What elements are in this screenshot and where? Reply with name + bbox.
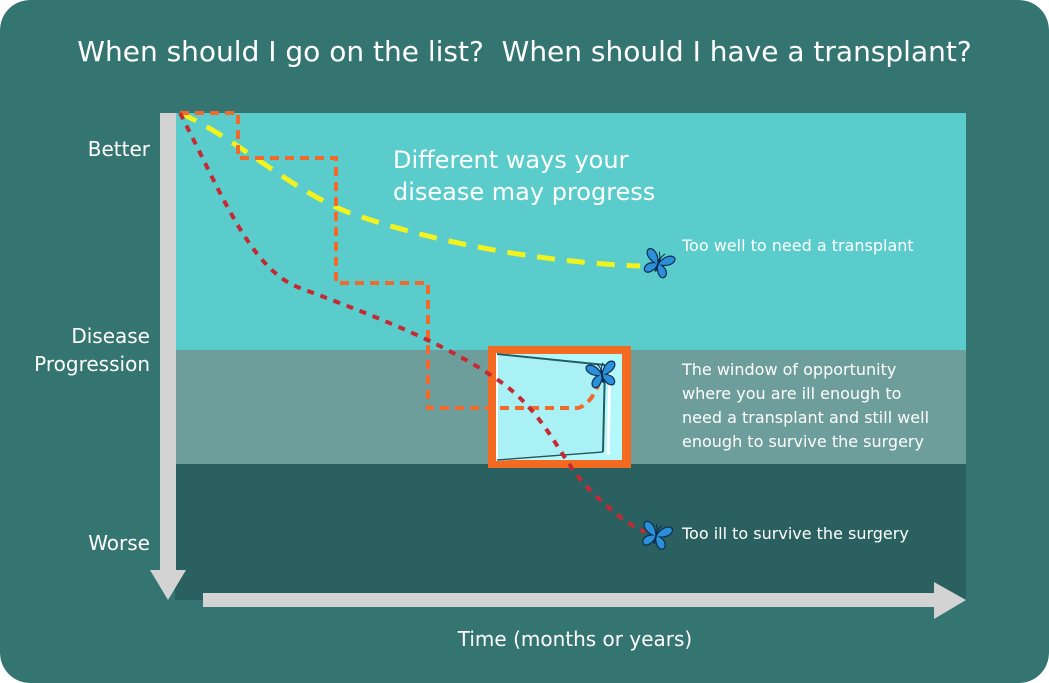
zone-too-ill — [175, 464, 966, 600]
note-window-line-2: where you are ill enough to — [682, 384, 902, 403]
page-title: When should I go on the list? When shoul… — [77, 35, 972, 68]
caption-line-1: Different ways your — [393, 146, 629, 174]
x-axis-label: Time (months or years) — [457, 627, 693, 651]
progression-path-too-ill — [178, 112, 646, 534]
y-label-better: Better — [87, 137, 150, 161]
progression-path-window — [180, 111, 602, 410]
y-axis-arrow — [150, 113, 186, 600]
note-window-line-3: need a transplant and still well — [682, 408, 930, 427]
caption-line-2: disease may progress — [393, 178, 656, 206]
y-label-progression: Progression — [34, 352, 150, 376]
note-too-well: Too well to need a transplant — [682, 236, 914, 255]
y-label-worse: Worse — [88, 531, 150, 555]
note-too-ill: Too ill to survive the surgery — [682, 524, 909, 543]
zone-too-well — [175, 113, 966, 350]
x-axis-arrow — [203, 582, 966, 619]
note-window-line-1: The window of opportunity — [682, 360, 897, 379]
note-window-line-4: enough to survive the surgery — [682, 432, 924, 451]
y-label-disease: Disease — [71, 324, 150, 348]
